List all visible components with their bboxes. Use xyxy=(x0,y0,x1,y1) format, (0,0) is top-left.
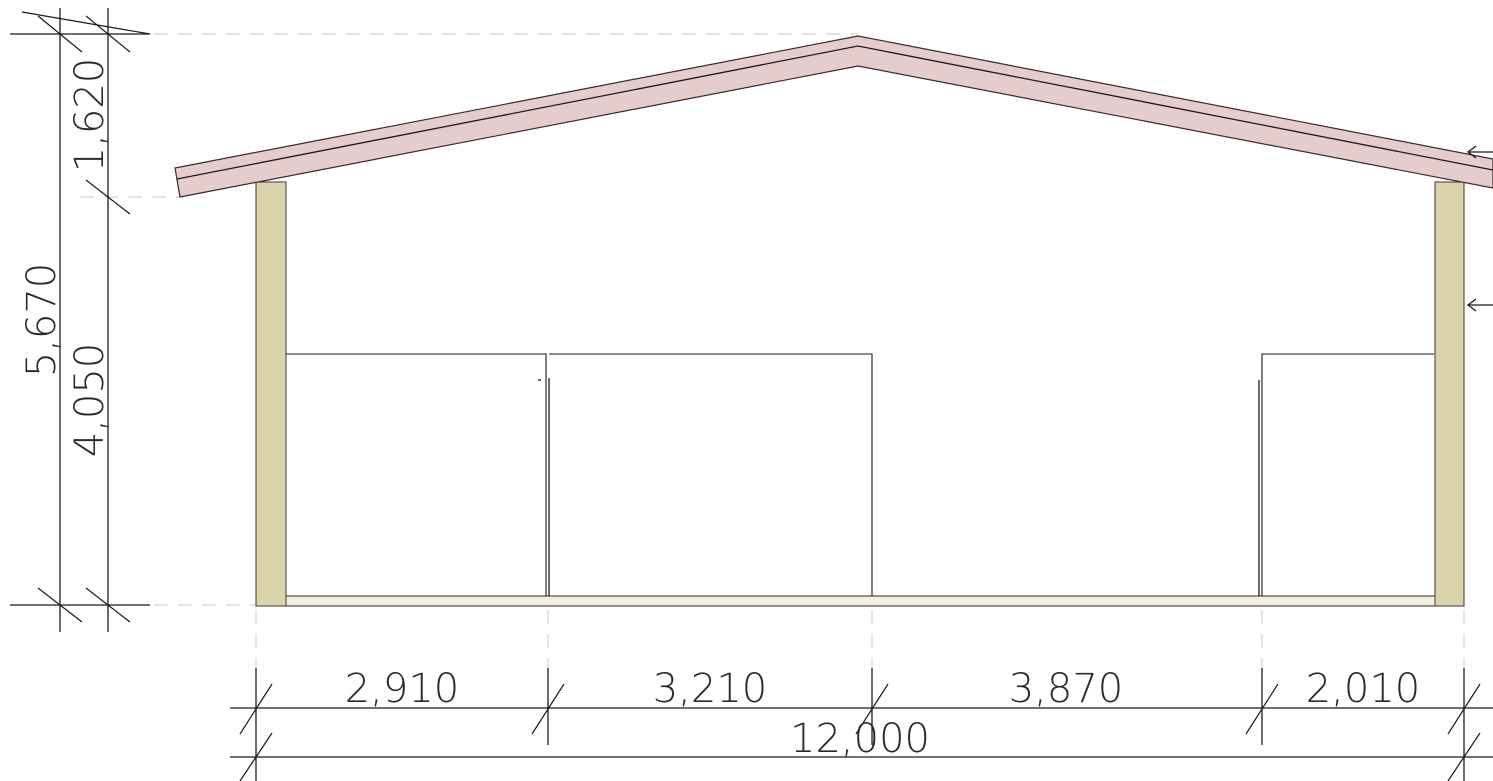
tick-h-2 xyxy=(531,683,565,735)
wall-right xyxy=(1434,181,1465,607)
tick-total-1 xyxy=(239,732,273,781)
room-left xyxy=(286,353,547,596)
arrow-left-icon xyxy=(1466,298,1493,312)
arrow-left-icon xyxy=(1466,145,1493,159)
room-right xyxy=(1261,353,1434,596)
dim-segment-2: 3,210 xyxy=(653,666,768,712)
roof-inner-line xyxy=(176,45,1493,180)
section-markers xyxy=(1466,145,1493,312)
tick-ridge-outer xyxy=(21,11,151,35)
dim-segment-4: 2,010 xyxy=(1306,666,1421,712)
dim-segment-1: 2,910 xyxy=(345,666,460,712)
tick-h-4 xyxy=(1245,683,1279,735)
roof-slab xyxy=(174,35,1493,198)
tick-h-3 xyxy=(855,683,889,735)
tick-h-5 xyxy=(1447,683,1481,735)
dim-total-width: 12,000 xyxy=(790,716,930,762)
tick-eave xyxy=(85,179,131,215)
wall-left xyxy=(255,181,287,607)
tick-h-1 xyxy=(239,683,273,735)
roof xyxy=(174,35,1493,198)
floor-slab xyxy=(255,595,1465,607)
room-center xyxy=(549,353,873,596)
dim-roof-rise: 1,620 xyxy=(67,58,113,173)
dim-wall-height: 4,050 xyxy=(67,343,113,458)
horizontal-dimensions: 2,910 3,210 3,870 2,010 12,000 xyxy=(230,666,1493,781)
dim-total-height: 5,670 xyxy=(19,263,65,378)
dim-segment-3: 3,870 xyxy=(1009,666,1124,712)
interior-partitions xyxy=(286,353,1434,596)
tick-total-2 xyxy=(1447,732,1481,781)
vertical-dimensions: 5,670 1,620 4,050 xyxy=(10,8,151,632)
